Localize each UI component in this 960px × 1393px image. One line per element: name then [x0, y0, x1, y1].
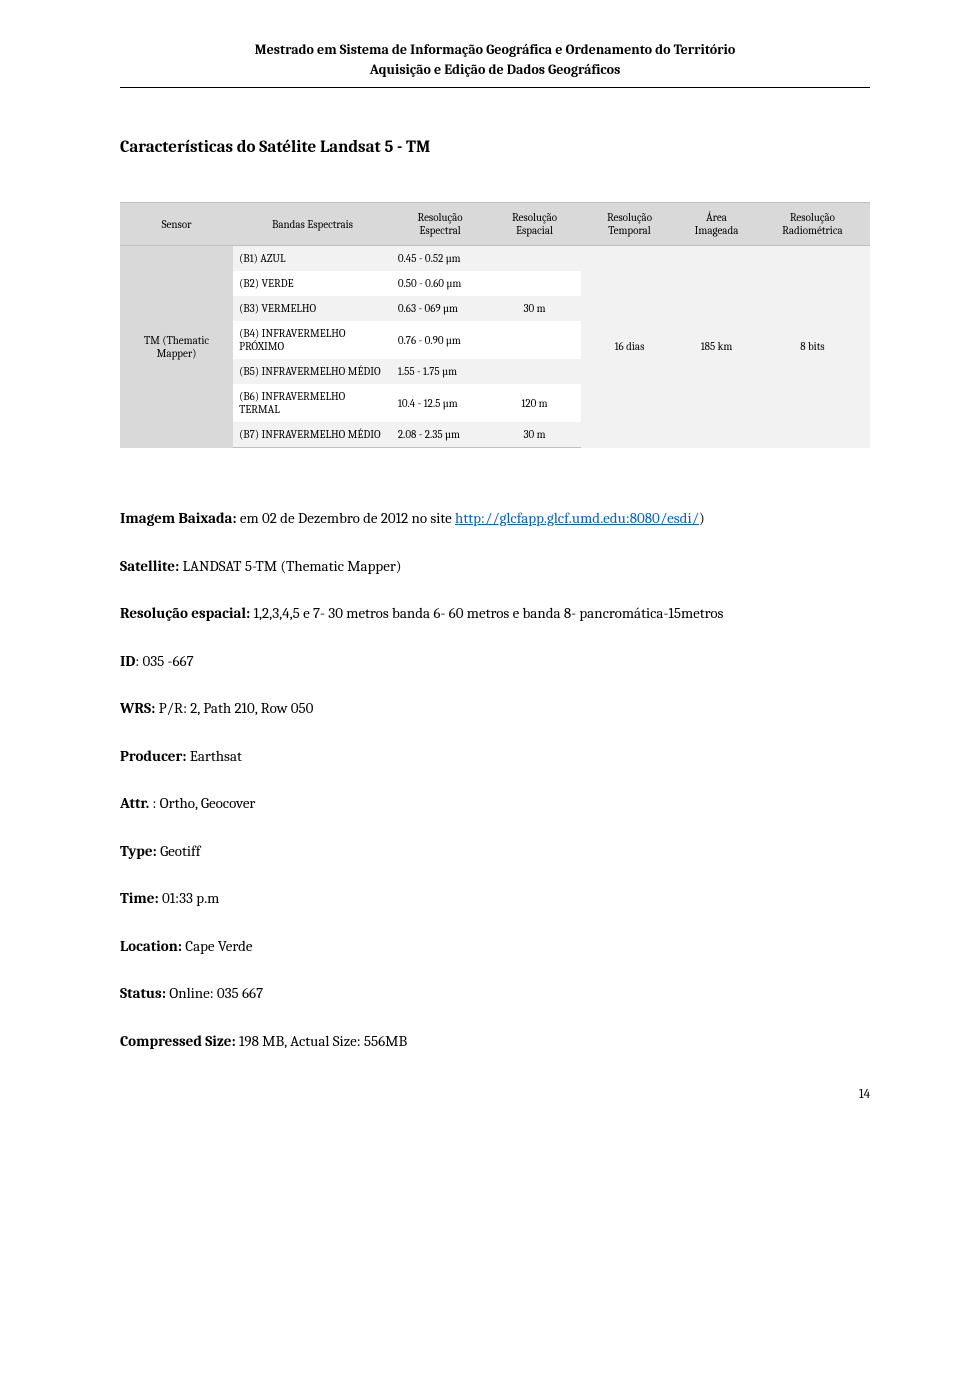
spatial-cell — [488, 321, 580, 359]
spectral-cell: 0.50 - 0.60 µm — [392, 271, 488, 296]
band-cell: (B5) INFRAVERMELHO MÉDIO — [233, 359, 392, 384]
spatial-cell: 30 m — [488, 296, 580, 321]
band-cell: (B7) INFRAVERMELHO MÉDIO — [233, 422, 392, 448]
temporal-cell: 16 dias — [581, 246, 678, 448]
col-area: Área Imageada — [678, 203, 755, 246]
para-type: Type: Geotiff — [120, 836, 870, 868]
band-cell: (B1) AZUL — [233, 246, 392, 272]
text: ) — [699, 509, 705, 527]
text: em 02 de Dezembro de 2012 no site — [237, 509, 455, 527]
text: Cape Verde — [182, 937, 253, 955]
label: Imagem Baixada: — [120, 509, 237, 527]
para-producer: Producer: Earthsat — [120, 741, 870, 773]
text: 1,2,3,4,5 e 7- 30 metros banda 6- 60 met… — [250, 604, 723, 622]
spatial-cell: 30 m — [488, 422, 580, 448]
para-satellite: Satellite: LANDSAT 5-TM (Thematic Mapper… — [120, 551, 870, 583]
label: Type: — [120, 842, 157, 860]
text: Geotiff — [157, 842, 201, 860]
page-header: Mestrado em Sistema de Informação Geográ… — [120, 40, 870, 79]
table-header-row: Sensor Bandas Espectrais Resolução Espec… — [120, 203, 870, 246]
para-id: ID: 035 -667 — [120, 646, 870, 678]
col-espectral: Resolução Espectral — [392, 203, 488, 246]
label: Producer: — [120, 747, 186, 765]
para-status: Status: Online: 035 667 — [120, 978, 870, 1010]
band-cell: (B3) VERMELHO — [233, 296, 392, 321]
spatial-cell — [488, 359, 580, 384]
spectral-cell: 1.55 - 1.75 µm — [392, 359, 488, 384]
text: : Ortho, Geocover — [149, 794, 255, 812]
col-temporal: Resolução Temporal — [581, 203, 678, 246]
sensor-cell: TM (Thematic Mapper) — [120, 246, 233, 448]
label: Compressed Size: — [120, 1032, 236, 1050]
spectral-cell: 0.45 - 0.52 µm — [392, 246, 488, 272]
download-link[interactable]: http://glcfapp.glcf.umd.edu:8080/esdi/ — [455, 509, 699, 527]
para-attr: Attr. : Ortho, Geocover — [120, 788, 870, 820]
characteristics-table: Sensor Bandas Espectrais Resolução Espec… — [120, 202, 870, 448]
col-espacial: Resolução Espacial — [488, 203, 580, 246]
col-radiometrica: Resolução Radiométrica — [755, 203, 870, 246]
text: LANDSAT 5-TM (Thematic Mapper) — [179, 557, 401, 575]
section-title: Características do Satélite Landsat 5 - … — [120, 138, 870, 157]
spectral-cell: 0.63 - 069 µm — [392, 296, 488, 321]
label: Status: — [120, 984, 166, 1002]
spectral-cell: 2.08 - 2.35 µm — [392, 422, 488, 448]
spatial-cell — [488, 246, 580, 272]
text: 01:33 p.m — [159, 889, 220, 907]
spectral-cell: 10.4 - 12.5 µm — [392, 384, 488, 422]
table-row: TM (Thematic Mapper) (B1) AZUL 0.45 - 0.… — [120, 246, 870, 272]
para-time: Time: 01:33 p.m — [120, 883, 870, 915]
text: 198 MB, Actual Size: 556MB — [236, 1032, 407, 1050]
spatial-cell — [488, 271, 580, 296]
body-content: Imagem Baixada: em 02 de Dezembro de 201… — [120, 503, 870, 1057]
text: Online: 035 667 — [166, 984, 263, 1002]
text: Earthsat — [186, 747, 241, 765]
label: Resolução espacial: — [120, 604, 250, 622]
para-compressed: Compressed Size: 198 MB, Actual Size: 55… — [120, 1026, 870, 1058]
para-wrs: WRS: P/R: 2, Path 210, Row 050 — [120, 693, 870, 725]
col-sensor: Sensor — [120, 203, 233, 246]
label: WRS: — [120, 699, 155, 717]
band-cell: (B2) VERDE — [233, 271, 392, 296]
spectral-cell: 0.76 - 0.90 µm — [392, 321, 488, 359]
text: P/R: 2, Path 210, Row 050 — [155, 699, 313, 717]
header-rule — [120, 87, 870, 88]
page-number: 14 — [120, 1087, 870, 1102]
text: : 035 -667 — [135, 652, 193, 670]
header-line1: Mestrado em Sistema de Informação Geográ… — [120, 40, 870, 60]
label: Attr. — [120, 794, 149, 812]
label: Satellite: — [120, 557, 179, 575]
col-bandas: Bandas Espectrais — [233, 203, 392, 246]
band-cell: (B6) INFRAVERMELHO TERMAL — [233, 384, 392, 422]
label: Time: — [120, 889, 159, 907]
spatial-cell: 120 m — [488, 384, 580, 422]
radiometric-cell: 8 bits — [755, 246, 870, 448]
band-cell: (B4) INFRAVERMELHO PRÓXIMO — [233, 321, 392, 359]
para-location: Location: Cape Verde — [120, 931, 870, 963]
label: ID — [120, 652, 135, 670]
para-imagem: Imagem Baixada: em 02 de Dezembro de 201… — [120, 503, 870, 535]
para-resolucao: Resolução espacial: 1,2,3,4,5 e 7- 30 me… — [120, 598, 870, 630]
area-cell: 185 km — [678, 246, 755, 448]
label: Location: — [120, 937, 182, 955]
header-line2: Aquisição e Edição de Dados Geográficos — [120, 60, 870, 80]
